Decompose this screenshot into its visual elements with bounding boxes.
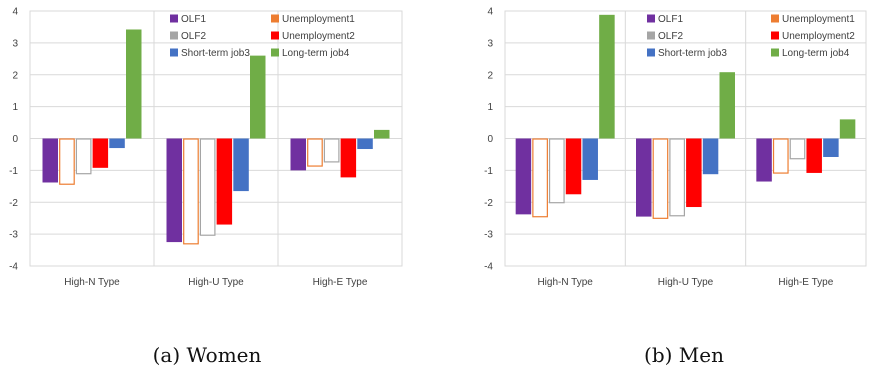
bar <box>250 55 266 139</box>
y-tick-label: 1 <box>12 102 18 113</box>
legend-label: OLF2 <box>658 31 683 42</box>
bar <box>702 138 719 175</box>
y-tick-label: 2 <box>487 70 493 81</box>
legend-swatch <box>771 48 779 57</box>
y-tick-label: -4 <box>484 262 493 273</box>
bar <box>789 138 806 160</box>
y-tick-label: 3 <box>487 38 493 49</box>
bar <box>42 138 58 183</box>
bar <box>532 138 548 218</box>
legend-label: Long-term job4 <box>282 48 350 59</box>
bar <box>183 138 199 245</box>
legend-swatch <box>647 14 655 23</box>
y-tick-label: -2 <box>484 198 493 209</box>
bar <box>340 138 357 178</box>
legend-swatch <box>647 31 655 40</box>
x-category-label: High-U Type <box>658 277 714 288</box>
y-tick-label: 4 <box>487 7 493 18</box>
bar <box>823 138 839 157</box>
legend-label: Short-term job3 <box>658 48 727 59</box>
y-tick-label: 2 <box>12 70 18 81</box>
x-category-label: High-E Type <box>313 277 368 288</box>
figure-caption: (b) Men <box>644 343 724 367</box>
bar <box>59 138 75 185</box>
bar <box>599 14 615 139</box>
legend-swatch <box>170 48 178 57</box>
x-category-label: High-N Type <box>537 277 593 288</box>
y-tick-label: -1 <box>9 166 18 177</box>
legend-swatch <box>271 31 279 40</box>
y-tick-label: 3 <box>12 38 18 49</box>
bar <box>216 138 233 225</box>
bar <box>719 72 735 139</box>
y-tick-label: -1 <box>484 166 493 177</box>
bar <box>307 138 323 167</box>
bar <box>323 138 340 163</box>
women-chart: 4 3 2 1 0 -1 -2 -3 -4 High-N Type High-U Type High-… <box>9 7 403 367</box>
y-tick-label: 4 <box>12 7 18 18</box>
y-tick-label: 0 <box>12 134 18 145</box>
bar <box>806 138 822 173</box>
bar <box>652 138 669 219</box>
legend-label: Short-term job3 <box>181 48 250 59</box>
bar <box>756 138 772 182</box>
bar <box>582 138 598 180</box>
legend-swatch <box>271 48 279 57</box>
legend-label: OLF1 <box>658 14 683 25</box>
y-tick-label: -3 <box>9 230 18 241</box>
bar <box>233 138 249 192</box>
bar <box>166 138 182 243</box>
bar <box>75 138 92 175</box>
y-tick-label: -4 <box>9 262 18 273</box>
bar <box>290 138 306 171</box>
bar <box>636 138 652 217</box>
bar <box>515 138 532 215</box>
legend-swatch <box>771 31 779 40</box>
x-category-label: High-E Type <box>778 277 833 288</box>
legend-swatch <box>170 14 178 23</box>
x-category-label: High-N Type <box>64 277 120 288</box>
legend-swatch <box>271 14 279 23</box>
bar <box>565 138 582 195</box>
bar <box>772 138 789 174</box>
legend-label: OLF2 <box>181 31 206 42</box>
y-tick-label: 1 <box>487 102 493 113</box>
bar <box>126 29 142 139</box>
bar <box>669 138 686 217</box>
y-tick-label: 0 <box>487 134 493 145</box>
legend-swatch <box>771 14 779 23</box>
legend-swatch <box>647 48 655 57</box>
legend-label: Unemployment2 <box>782 31 855 42</box>
bar <box>357 138 373 150</box>
legend-label: Long-term job4 <box>782 48 850 59</box>
bar <box>374 129 390 139</box>
bar <box>199 138 216 236</box>
bar <box>92 138 109 168</box>
y-tick-label: -2 <box>9 198 18 209</box>
bar <box>686 138 702 208</box>
legend-label: OLF1 <box>181 14 206 25</box>
y-tick-label: -3 <box>484 230 493 241</box>
bar <box>109 138 125 149</box>
bar <box>548 138 565 204</box>
bar <box>839 119 856 139</box>
legend-label: Unemployment2 <box>282 31 355 42</box>
legend-swatch <box>170 31 178 40</box>
legend-label: Unemployment1 <box>782 14 855 25</box>
men-chart: 4 3 2 1 0 -1 -2 -3 -4 High-N Type High-U Type High-… <box>484 7 867 367</box>
legend-label: Unemployment1 <box>282 14 355 25</box>
figure-caption: (a) Women <box>153 343 262 367</box>
x-category-label: High-U Type <box>188 277 244 288</box>
